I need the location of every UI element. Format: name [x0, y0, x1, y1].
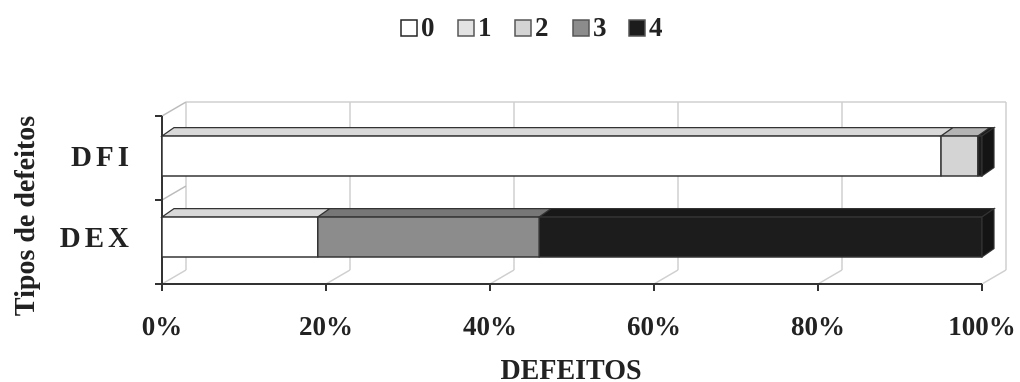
legend-label: 2	[535, 12, 549, 42]
floor-gridline	[161, 269, 187, 285]
legend-swatch	[572, 19, 590, 37]
x-tick-labels: 0% 20% 40% 60% 80% 100%	[142, 311, 1016, 341]
x-tick-label: 0%	[142, 311, 183, 341]
grid-layer	[161, 101, 1007, 285]
row-separator	[161, 185, 187, 201]
legend: 0 1 2 3 4	[400, 12, 663, 42]
bar-segment	[939, 126, 992, 177]
legend-entry: 2	[514, 12, 549, 42]
row-separator	[161, 101, 187, 117]
bar-segment	[975, 126, 996, 178]
floor-gridline	[981, 269, 1007, 285]
floor-gridline	[489, 269, 515, 285]
legend-label: 4	[649, 12, 663, 42]
legend-entry: 1	[457, 12, 492, 42]
x-tick-label: 80%	[791, 311, 845, 341]
x-tick-label: 60%	[627, 311, 681, 341]
bar-segment	[160, 208, 332, 258]
category-labels: DFI DEX	[60, 141, 133, 254]
legend-entry: 4	[628, 12, 663, 42]
x-tick-label: 40%	[463, 311, 517, 341]
category-label: DEX	[60, 222, 133, 254]
floor-gridline	[325, 269, 351, 285]
legend-entry: 3	[572, 12, 607, 42]
legend-swatch	[400, 19, 418, 37]
legend-label: 1	[478, 12, 492, 42]
x-tick-label: 100%	[948, 311, 1016, 341]
category-label: DFI	[71, 141, 133, 173]
legend-swatch	[457, 19, 475, 37]
legend-entry: 0	[400, 12, 435, 42]
legend-swatch	[628, 19, 646, 37]
bars-layer	[160, 126, 996, 259]
bar-segment	[537, 207, 996, 259]
floor-gridline	[817, 269, 843, 285]
floor-gridline	[653, 269, 679, 285]
bar-segment	[315, 208, 554, 258]
legend-label: 0	[421, 12, 435, 42]
legend-swatch	[514, 19, 532, 37]
x-tick-label: 20%	[299, 311, 353, 341]
y-axis-title: Tipos de defeitos	[10, 116, 41, 316]
legend-label: 3	[593, 12, 607, 42]
bar-segment	[160, 126, 955, 177]
x-axis-title: DEFEITOS	[500, 355, 641, 382]
